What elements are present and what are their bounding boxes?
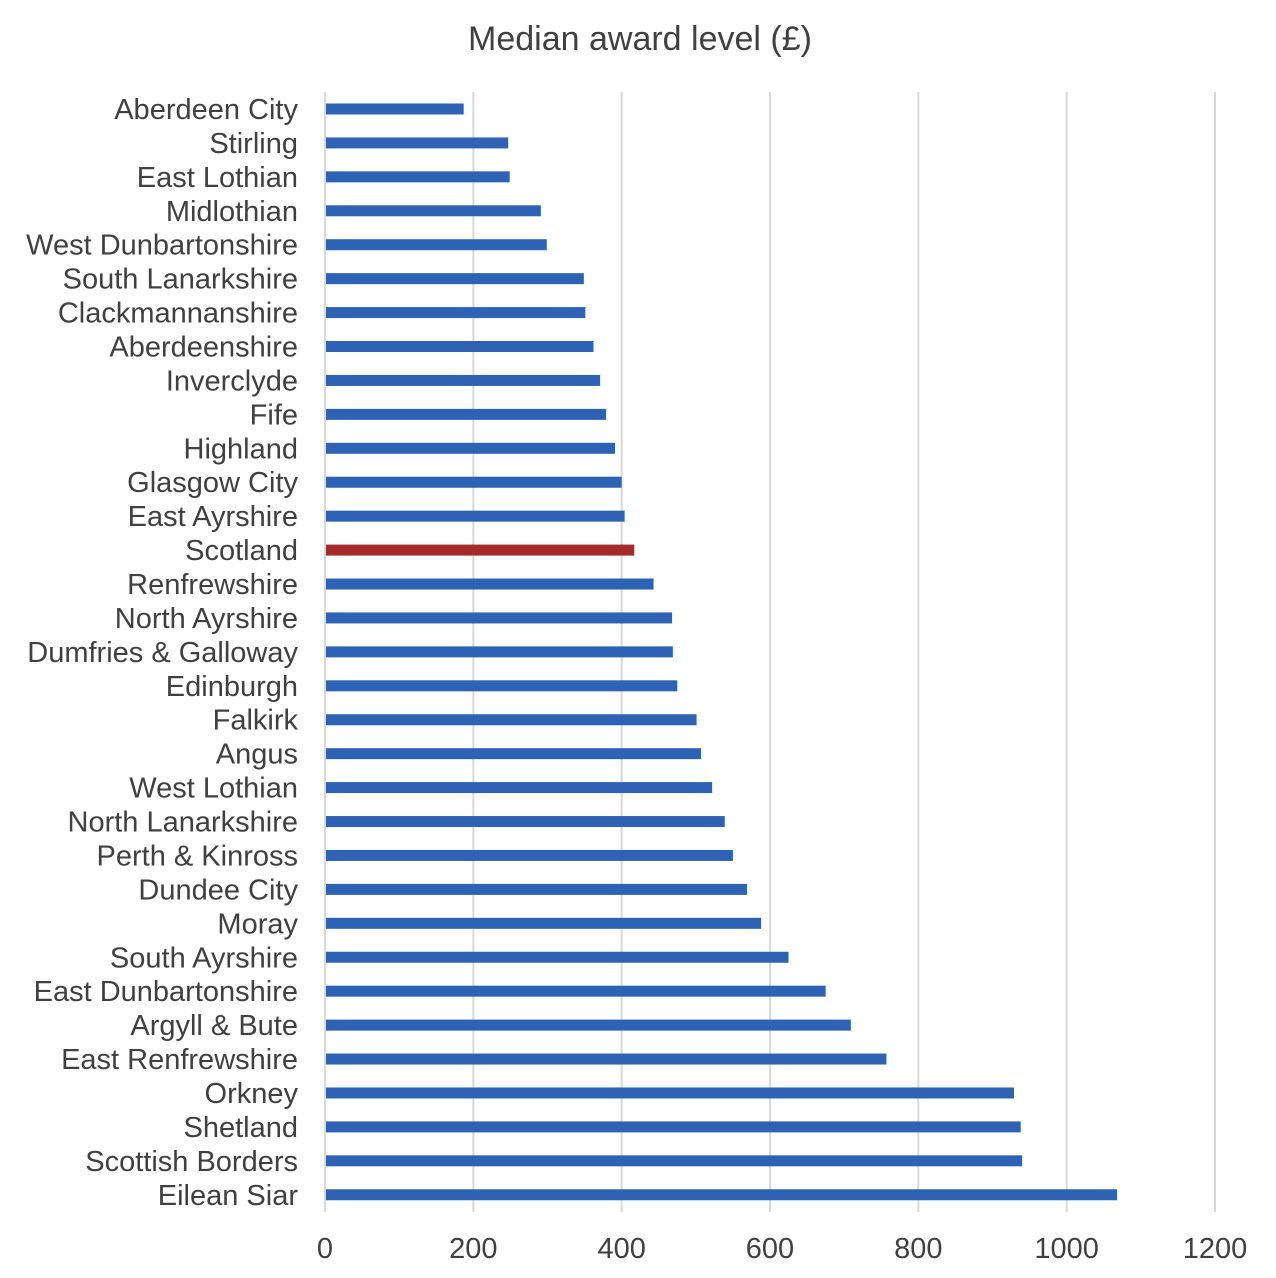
bar bbox=[326, 816, 725, 828]
bar bbox=[326, 137, 509, 149]
bar bbox=[326, 510, 625, 522]
x-tick-label: 400 bbox=[597, 1233, 645, 1265]
category-label: Edinburgh bbox=[166, 671, 298, 703]
bar bbox=[326, 374, 601, 386]
bar bbox=[326, 680, 678, 692]
x-tick-label: 600 bbox=[746, 1233, 794, 1265]
bar bbox=[326, 273, 584, 285]
category-label: Dumfries & Galloway bbox=[27, 637, 298, 669]
bar bbox=[326, 782, 713, 794]
category-label: Aberdeenshire bbox=[109, 332, 298, 364]
bar bbox=[326, 307, 586, 319]
category-label: Aberdeen City bbox=[114, 94, 298, 126]
category-label: South Ayrshire bbox=[110, 942, 298, 974]
category-label: Eilean Siar bbox=[158, 1180, 299, 1212]
bar bbox=[326, 1155, 1023, 1167]
bar bbox=[326, 646, 673, 658]
bar bbox=[326, 476, 622, 488]
bar bbox=[326, 951, 789, 963]
category-label: Midlothian bbox=[166, 196, 298, 228]
x-tick-label: 0 bbox=[317, 1233, 333, 1265]
bar bbox=[326, 442, 615, 454]
category-label: Inverclyde bbox=[166, 365, 298, 397]
category-label: Fife bbox=[250, 399, 298, 431]
category-label: Renfrewshire bbox=[127, 569, 298, 601]
bar bbox=[326, 1019, 851, 1031]
bar bbox=[326, 883, 748, 895]
category-label: Glasgow City bbox=[127, 467, 298, 499]
bar bbox=[326, 917, 762, 929]
bar bbox=[326, 205, 541, 217]
category-label: North Ayrshire bbox=[115, 603, 298, 635]
category-label: Scottish Borders bbox=[85, 1146, 298, 1178]
bars bbox=[326, 103, 1118, 1201]
category-label: Dundee City bbox=[138, 874, 298, 906]
bar bbox=[326, 985, 826, 997]
x-axis-tick-labels: 0 200 400 600 800 1000 1200 bbox=[317, 1233, 1247, 1265]
category-label: Argyll & Bute bbox=[130, 1010, 298, 1042]
category-label: West Dunbartonshire bbox=[26, 230, 298, 262]
bar bbox=[326, 714, 697, 726]
category-label: Orkney bbox=[205, 1078, 299, 1110]
bar bbox=[326, 103, 464, 115]
category-label: Angus bbox=[216, 739, 298, 771]
bar bbox=[326, 578, 654, 590]
category-label: South Lanarkshire bbox=[63, 264, 298, 296]
category-label: Moray bbox=[217, 908, 298, 940]
category-label: East Ayrshire bbox=[128, 501, 298, 533]
chart-title: Median award level (£) bbox=[468, 20, 812, 58]
bar bbox=[326, 748, 702, 760]
category-label: West Lothian bbox=[129, 773, 298, 805]
bar bbox=[326, 171, 510, 183]
bar bbox=[326, 612, 673, 624]
x-tick-label: 200 bbox=[449, 1233, 497, 1265]
category-label: Perth & Kinross bbox=[97, 840, 298, 872]
bar bbox=[326, 849, 733, 861]
x-tick-label: 1200 bbox=[1183, 1233, 1248, 1265]
x-tick-label: 800 bbox=[894, 1233, 942, 1265]
category-label: East Lothian bbox=[137, 162, 298, 194]
bar bbox=[326, 1053, 887, 1065]
x-tick-label: 1000 bbox=[1034, 1233, 1099, 1265]
bar bbox=[326, 239, 547, 251]
bar bbox=[326, 544, 635, 556]
bar bbox=[326, 408, 607, 420]
category-label: Scotland bbox=[185, 535, 298, 567]
bar bbox=[326, 341, 594, 353]
bar bbox=[326, 1087, 1015, 1099]
category-label: North Lanarkshire bbox=[68, 807, 299, 839]
category-label: East Dunbartonshire bbox=[34, 976, 298, 1008]
category-label: Shetland bbox=[184, 1112, 299, 1144]
category-label: Stirling bbox=[209, 128, 298, 160]
category-label: Highland bbox=[184, 433, 298, 465]
category-label: Falkirk bbox=[213, 705, 299, 737]
bar bbox=[326, 1121, 1021, 1133]
category-label: East Renfrewshire bbox=[61, 1044, 298, 1076]
category-label: Clackmannanshire bbox=[58, 298, 298, 330]
bar bbox=[326, 1189, 1118, 1201]
